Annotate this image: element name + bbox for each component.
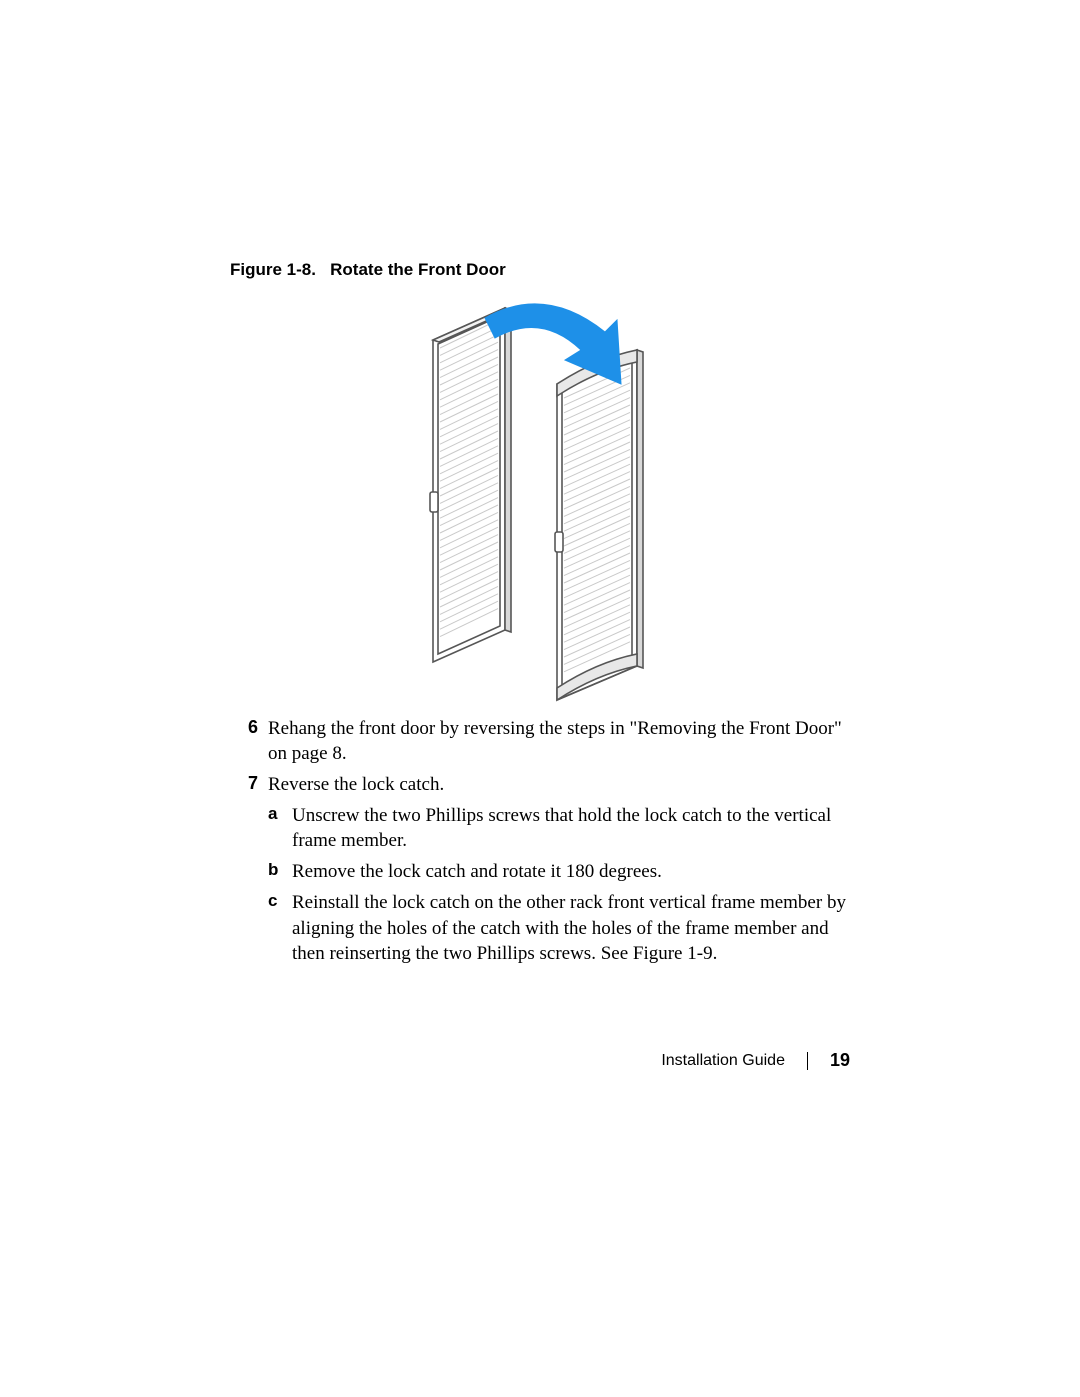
substep-item: a Unscrew the two Phillips screws that h… — [230, 803, 850, 853]
step-item: 6 Rehang the front door by reversing the… — [230, 716, 850, 766]
step-list: 6 Rehang the front door by reversing the… — [230, 716, 850, 966]
figure-caption: Figure 1-8. Rotate the Front Door — [230, 260, 850, 280]
substep-label: a — [268, 803, 292, 853]
substep-item: c Reinstall the lock catch on the other … — [230, 890, 850, 965]
footer-divider — [807, 1052, 808, 1070]
step-number: 7 — [230, 772, 268, 797]
substep-text: Remove the lock catch and rotate it 180 … — [292, 859, 850, 884]
figure-label: Figure 1-8. — [230, 260, 316, 279]
rotate-door-diagram — [395, 294, 685, 704]
step-number: 6 — [230, 716, 268, 766]
figure-illustration — [230, 294, 850, 704]
substep-text: Reinstall the lock catch on the other ra… — [292, 890, 850, 965]
footer-page-number: 19 — [830, 1050, 850, 1071]
page-footer: Installation Guide 19 — [661, 1050, 850, 1071]
step-text: Rehang the front door by reversing the s… — [268, 716, 850, 766]
document-page: Figure 1-8. Rotate the Front Door — [0, 0, 1080, 1397]
substep-label: b — [268, 859, 292, 884]
step-text: Reverse the lock catch. — [268, 772, 850, 797]
figure-title-text: Rotate the Front Door — [330, 260, 506, 279]
substep-text: Unscrew the two Phillips screws that hol… — [292, 803, 850, 853]
substep-label: c — [268, 890, 292, 965]
substep-list: a Unscrew the two Phillips screws that h… — [230, 803, 850, 965]
substep-item: b Remove the lock catch and rotate it 18… — [230, 859, 850, 884]
footer-doc-title: Installation Guide — [661, 1052, 785, 1070]
step-item: 7 Reverse the lock catch. — [230, 772, 850, 797]
